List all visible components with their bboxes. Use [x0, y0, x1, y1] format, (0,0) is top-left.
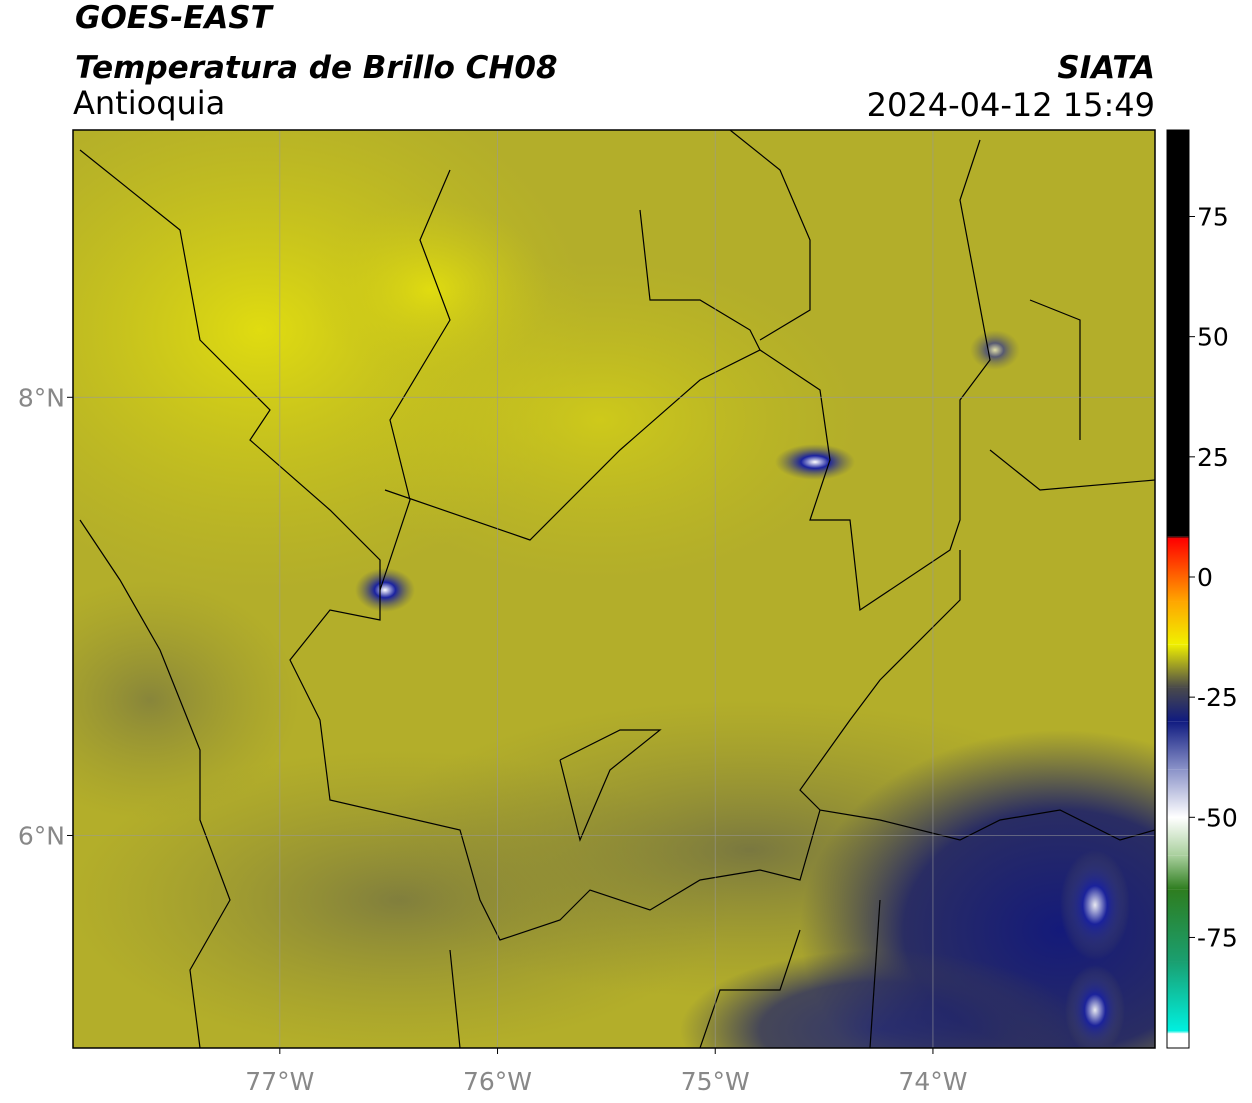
colorbar-segment [1167, 961, 1189, 1032]
colorbar-frame [1166, 129, 1190, 1049]
colorbar-segment [1167, 687, 1189, 722]
borders [79, 130, 1155, 1048]
colorbar-tick-label: 75 [1197, 203, 1229, 232]
x-tick-label: 76°W [463, 1067, 532, 1096]
colorbar-segment [1167, 889, 1189, 962]
x-tick-label: 75°W [681, 1067, 750, 1096]
colorbar-segment [1167, 855, 1189, 890]
colorbar-segment [1167, 817, 1189, 856]
colorbar-segment [1167, 769, 1189, 818]
colorbar-segment [1167, 644, 1189, 688]
colorbar-tick-label: -25 [1197, 683, 1238, 712]
x-tick-label: 77°W [245, 1067, 314, 1096]
colorbar-segment [1167, 536, 1189, 539]
colorbar-segment [1167, 130, 1189, 537]
colorbar-segment [1167, 601, 1189, 645]
y-tick-label: 6°N [18, 821, 65, 850]
colorbar-segment [1167, 538, 1189, 602]
map-frame [72, 129, 1156, 1049]
colorbar-tick-label: 50 [1197, 323, 1229, 352]
region: Antioquia [73, 84, 225, 122]
colorbar-segment [1167, 1031, 1189, 1034]
subtitle: Temperatura de Brillo CH08 [75, 50, 558, 86]
y-tick-label: 8°N [18, 383, 65, 412]
source: SIATA [1057, 50, 1155, 86]
colorbar-tick-label: -50 [1197, 803, 1238, 832]
colorbar-tick-label: -75 [1197, 923, 1238, 952]
title: GOES-EAST [75, 0, 275, 36]
colorbar-segment [1167, 1033, 1189, 1048]
datetime: 2024-04-12 15:49 [867, 86, 1155, 124]
colorbar-tick-label: 0 [1197, 563, 1213, 592]
colorbar-tick-label: 25 [1197, 443, 1229, 472]
colorbar-segment [1167, 721, 1189, 770]
x-tick-label: 74°W [898, 1067, 967, 1096]
map-image [73, 130, 1155, 1048]
